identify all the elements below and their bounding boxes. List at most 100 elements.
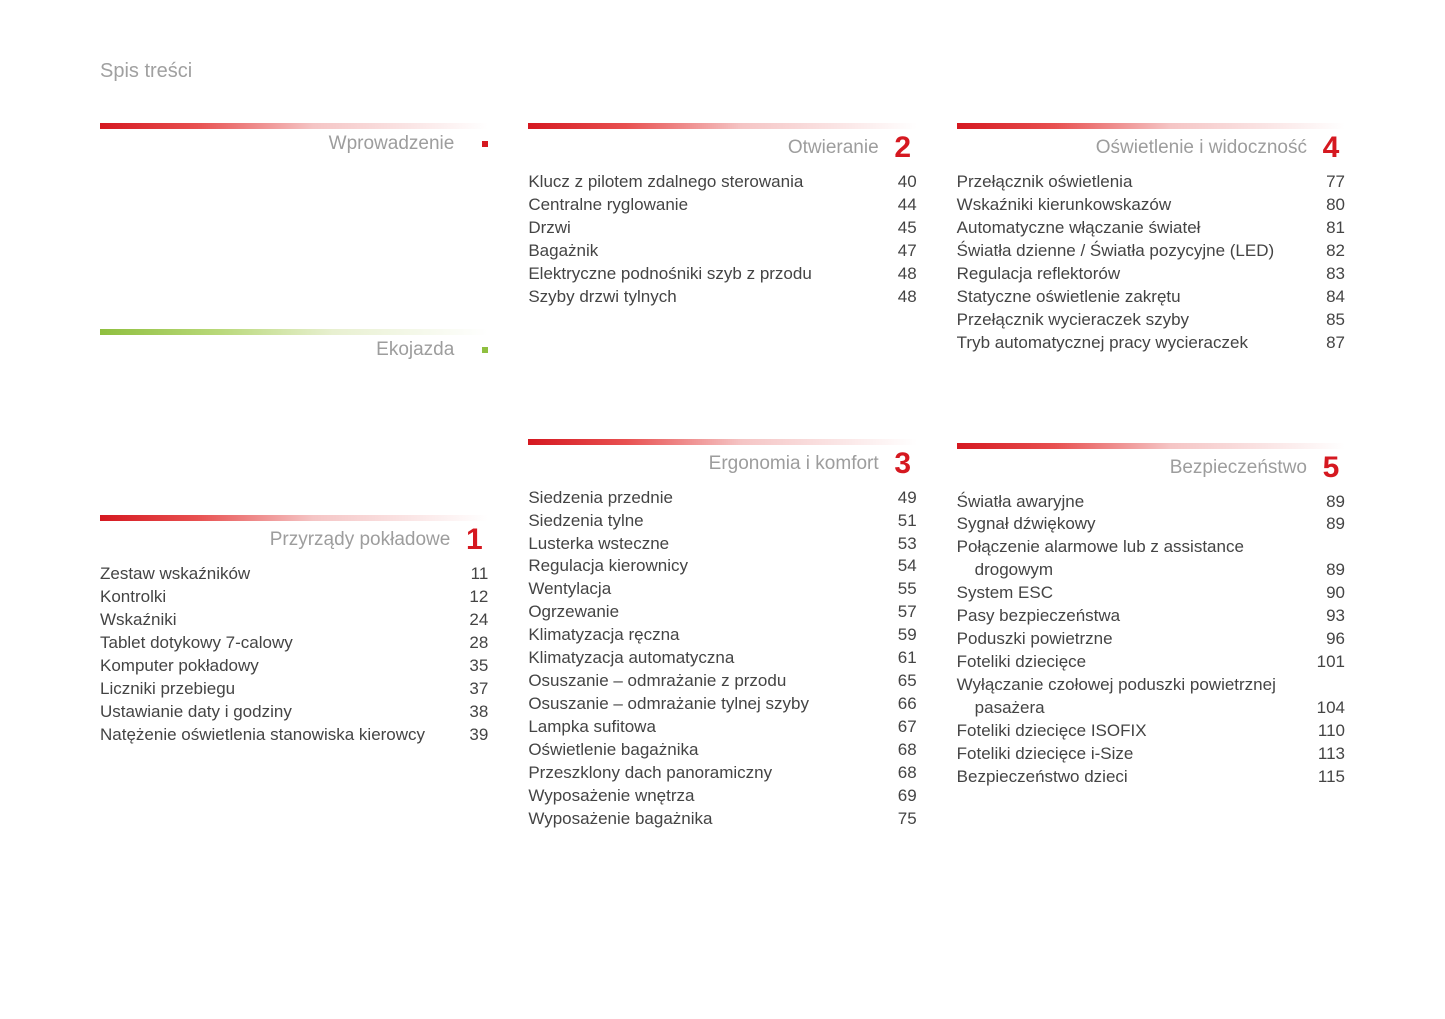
toc-column: Oświetlenie i widoczność4Przełącznik ośw… bbox=[957, 123, 1345, 881]
toc-row[interactable]: Poduszki powietrzne96 bbox=[957, 628, 1345, 651]
section-header: Ergonomia i komfort3 bbox=[528, 439, 916, 475]
toc-page-number: 11 bbox=[450, 563, 488, 586]
toc-page-number: 44 bbox=[879, 194, 917, 217]
section-title: Przyrządy pokładowe bbox=[270, 529, 451, 551]
toc-row[interactable]: Światła awaryjne89 bbox=[957, 491, 1345, 514]
toc-row[interactable]: Osuszanie – odmrażanie z przodu65 bbox=[528, 670, 916, 693]
toc-page-number: 75 bbox=[879, 808, 917, 831]
toc-row[interactable]: Wyposażenie bagażnika75 bbox=[528, 808, 916, 831]
toc-label: Wyłączanie czołowej poduszki powietrznej bbox=[957, 674, 1307, 697]
toc-label: Regulacja kierownicy bbox=[528, 555, 878, 578]
toc-row[interactable]: Zestaw wskaźników11 bbox=[100, 563, 488, 586]
toc-label: Przeszklony dach panoramiczny bbox=[528, 762, 878, 785]
toc-row[interactable]: Klimatyzacja automatyczna61 bbox=[528, 647, 916, 670]
toc-page-number: 89 bbox=[1307, 513, 1345, 536]
toc-label: pasażera bbox=[957, 697, 1307, 720]
toc-row[interactable]: Wskaźniki kierunkowskazów80 bbox=[957, 194, 1345, 217]
toc-label: Zestaw wskaźników bbox=[100, 563, 450, 586]
toc-row[interactable]: Klimatyzacja ręczna59 bbox=[528, 624, 916, 647]
toc-row[interactable]: Szyby drzwi tylnych48 bbox=[528, 286, 916, 309]
toc-row[interactable]: Siedzenia przednie49 bbox=[528, 487, 916, 510]
section-title: Wprowadzenie bbox=[329, 133, 455, 155]
toc-row[interactable]: Wyłączanie czołowej poduszki powietrznej bbox=[957, 674, 1345, 697]
toc-row[interactable]: Oświetlenie bagażnika68 bbox=[528, 739, 916, 762]
toc-row[interactable]: Foteliki dziecięce101 bbox=[957, 651, 1345, 674]
section-title-row: Ergonomia i komfort3 bbox=[528, 449, 916, 479]
toc-label: Klimatyzacja automatyczna bbox=[528, 647, 878, 670]
toc-row[interactable]: Bagażnik47 bbox=[528, 240, 916, 263]
toc-section: Bezpieczeństwo5 Światła awaryjne89Sygnał … bbox=[957, 443, 1345, 789]
toc-row[interactable]: pasażera104 bbox=[957, 697, 1345, 720]
toc-row[interactable]: System ESC90 bbox=[957, 582, 1345, 605]
section-header: Otwieranie2 bbox=[528, 123, 916, 159]
toc-row[interactable]: Komputer pokładowy35 bbox=[100, 655, 488, 678]
section-number: 3 bbox=[889, 449, 917, 479]
toc-page-number: 40 bbox=[879, 171, 917, 194]
toc-row[interactable]: Statyczne oświetlenie zakrętu84 bbox=[957, 286, 1345, 309]
section-title: Oświetlenie i widoczność bbox=[1096, 137, 1307, 159]
toc-page-number: 54 bbox=[879, 555, 917, 578]
toc-page-number: 45 bbox=[879, 217, 917, 240]
toc-page-number: 24 bbox=[450, 609, 488, 632]
toc-row[interactable]: Klucz z pilotem zdalnego sterowania40 bbox=[528, 171, 916, 194]
toc-row[interactable]: Wyposażenie wnętrza69 bbox=[528, 785, 916, 808]
toc-label: Klucz z pilotem zdalnego sterowania bbox=[528, 171, 878, 194]
toc-label: Wyposażenie bagażnika bbox=[528, 808, 878, 831]
toc-label: Siedzenia tylne bbox=[528, 510, 878, 533]
toc-row[interactable]: Natężenie oświetlenia stanowiska kierowc… bbox=[100, 724, 488, 747]
toc-row[interactable]: Przełącznik wycieraczek szyby85 bbox=[957, 309, 1345, 332]
toc-row[interactable]: Automatyczne włączanie świateł81 bbox=[957, 217, 1345, 240]
section-header: Ekojazda bbox=[100, 329, 488, 365]
section-header: Bezpieczeństwo5 bbox=[957, 443, 1345, 479]
toc-row[interactable]: Światła dzienne / Światła pozycyjne (LED… bbox=[957, 240, 1345, 263]
toc-page-number: 83 bbox=[1307, 263, 1345, 286]
toc-row[interactable]: Przełącznik oświetlenia77 bbox=[957, 171, 1345, 194]
section-title-row: Bezpieczeństwo5 bbox=[957, 453, 1345, 483]
section-number: 2 bbox=[889, 133, 917, 163]
toc-row[interactable]: Tryb automatycznej pracy wycieraczek87 bbox=[957, 332, 1345, 355]
toc-page-number: 61 bbox=[879, 647, 917, 670]
toc-row[interactable]: Ogrzewanie57 bbox=[528, 601, 916, 624]
toc-page-number: 115 bbox=[1307, 766, 1345, 789]
toc-row[interactable]: Foteliki dziecięce i-Size113 bbox=[957, 743, 1345, 766]
toc-row[interactable]: Połączenie alarmowe lub z assistance bbox=[957, 536, 1345, 559]
toc-row[interactable]: Osuszanie – odmrażanie tylnej szyby66 bbox=[528, 693, 916, 716]
toc-row[interactable]: Bezpieczeństwo dzieci115 bbox=[957, 766, 1345, 789]
toc-row[interactable]: Liczniki przebiegu37 bbox=[100, 678, 488, 701]
toc-page-number: 84 bbox=[1307, 286, 1345, 309]
toc-row[interactable]: Pasy bezpieczeństwa93 bbox=[957, 605, 1345, 628]
toc-label: Wskaźniki kierunkowskazów bbox=[957, 194, 1307, 217]
toc-row[interactable]: Elektryczne podnośniki szyb z przodu48 bbox=[528, 263, 916, 286]
toc-row[interactable]: Lusterka wsteczne53 bbox=[528, 533, 916, 556]
toc-label: Centralne ryglowanie bbox=[528, 194, 878, 217]
toc-row[interactable]: Centralne ryglowanie44 bbox=[528, 194, 916, 217]
toc-label: Lampka sufitowa bbox=[528, 716, 878, 739]
toc-section: Oświetlenie i widoczność4Przełącznik ośw… bbox=[957, 123, 1345, 355]
toc-row[interactable]: Tablet dotykowy 7-calowy28 bbox=[100, 632, 488, 655]
toc-row[interactable]: Sygnał dźwiękowy89 bbox=[957, 513, 1345, 536]
toc-label: Oświetlenie bagażnika bbox=[528, 739, 878, 762]
toc-row[interactable]: Foteliki dziecięce ISOFIX110 bbox=[957, 720, 1345, 743]
toc-row[interactable]: Drzwi45 bbox=[528, 217, 916, 240]
toc-row[interactable]: Ustawianie daty i godziny38 bbox=[100, 701, 488, 724]
toc-page-number: 28 bbox=[450, 632, 488, 655]
toc-row[interactable]: Siedzenia tylne51 bbox=[528, 510, 916, 533]
toc-page-number: 67 bbox=[879, 716, 917, 739]
toc-column: WprowadzenieEkojazdaPrzyrządy pokładowe1… bbox=[100, 123, 488, 881]
toc-row[interactable]: Przeszklony dach panoramiczny68 bbox=[528, 762, 916, 785]
toc-row[interactable]: drogowym89 bbox=[957, 559, 1345, 582]
toc-label: Światła dzienne / Światła pozycyjne (LED… bbox=[957, 240, 1307, 263]
section-title-row: Ekojazda bbox=[100, 339, 488, 361]
toc-label: Foteliki dziecięce i-Size bbox=[957, 743, 1307, 766]
toc-label: Przełącznik oświetlenia bbox=[957, 171, 1307, 194]
toc-page-number: 37 bbox=[450, 678, 488, 701]
toc-page-number: 12 bbox=[450, 586, 488, 609]
toc-row[interactable]: Lampka sufitowa67 bbox=[528, 716, 916, 739]
section-header: Przyrządy pokładowe1 bbox=[100, 515, 488, 551]
toc-row[interactable]: Regulacja kierownicy54 bbox=[528, 555, 916, 578]
toc-row[interactable]: Regulacja reflektorów83 bbox=[957, 263, 1345, 286]
toc-row[interactable]: Wskaźniki24 bbox=[100, 609, 488, 632]
section-gradient-bar bbox=[100, 123, 488, 129]
toc-row[interactable]: Wentylacja55 bbox=[528, 578, 916, 601]
toc-row[interactable]: Kontrolki12 bbox=[100, 586, 488, 609]
